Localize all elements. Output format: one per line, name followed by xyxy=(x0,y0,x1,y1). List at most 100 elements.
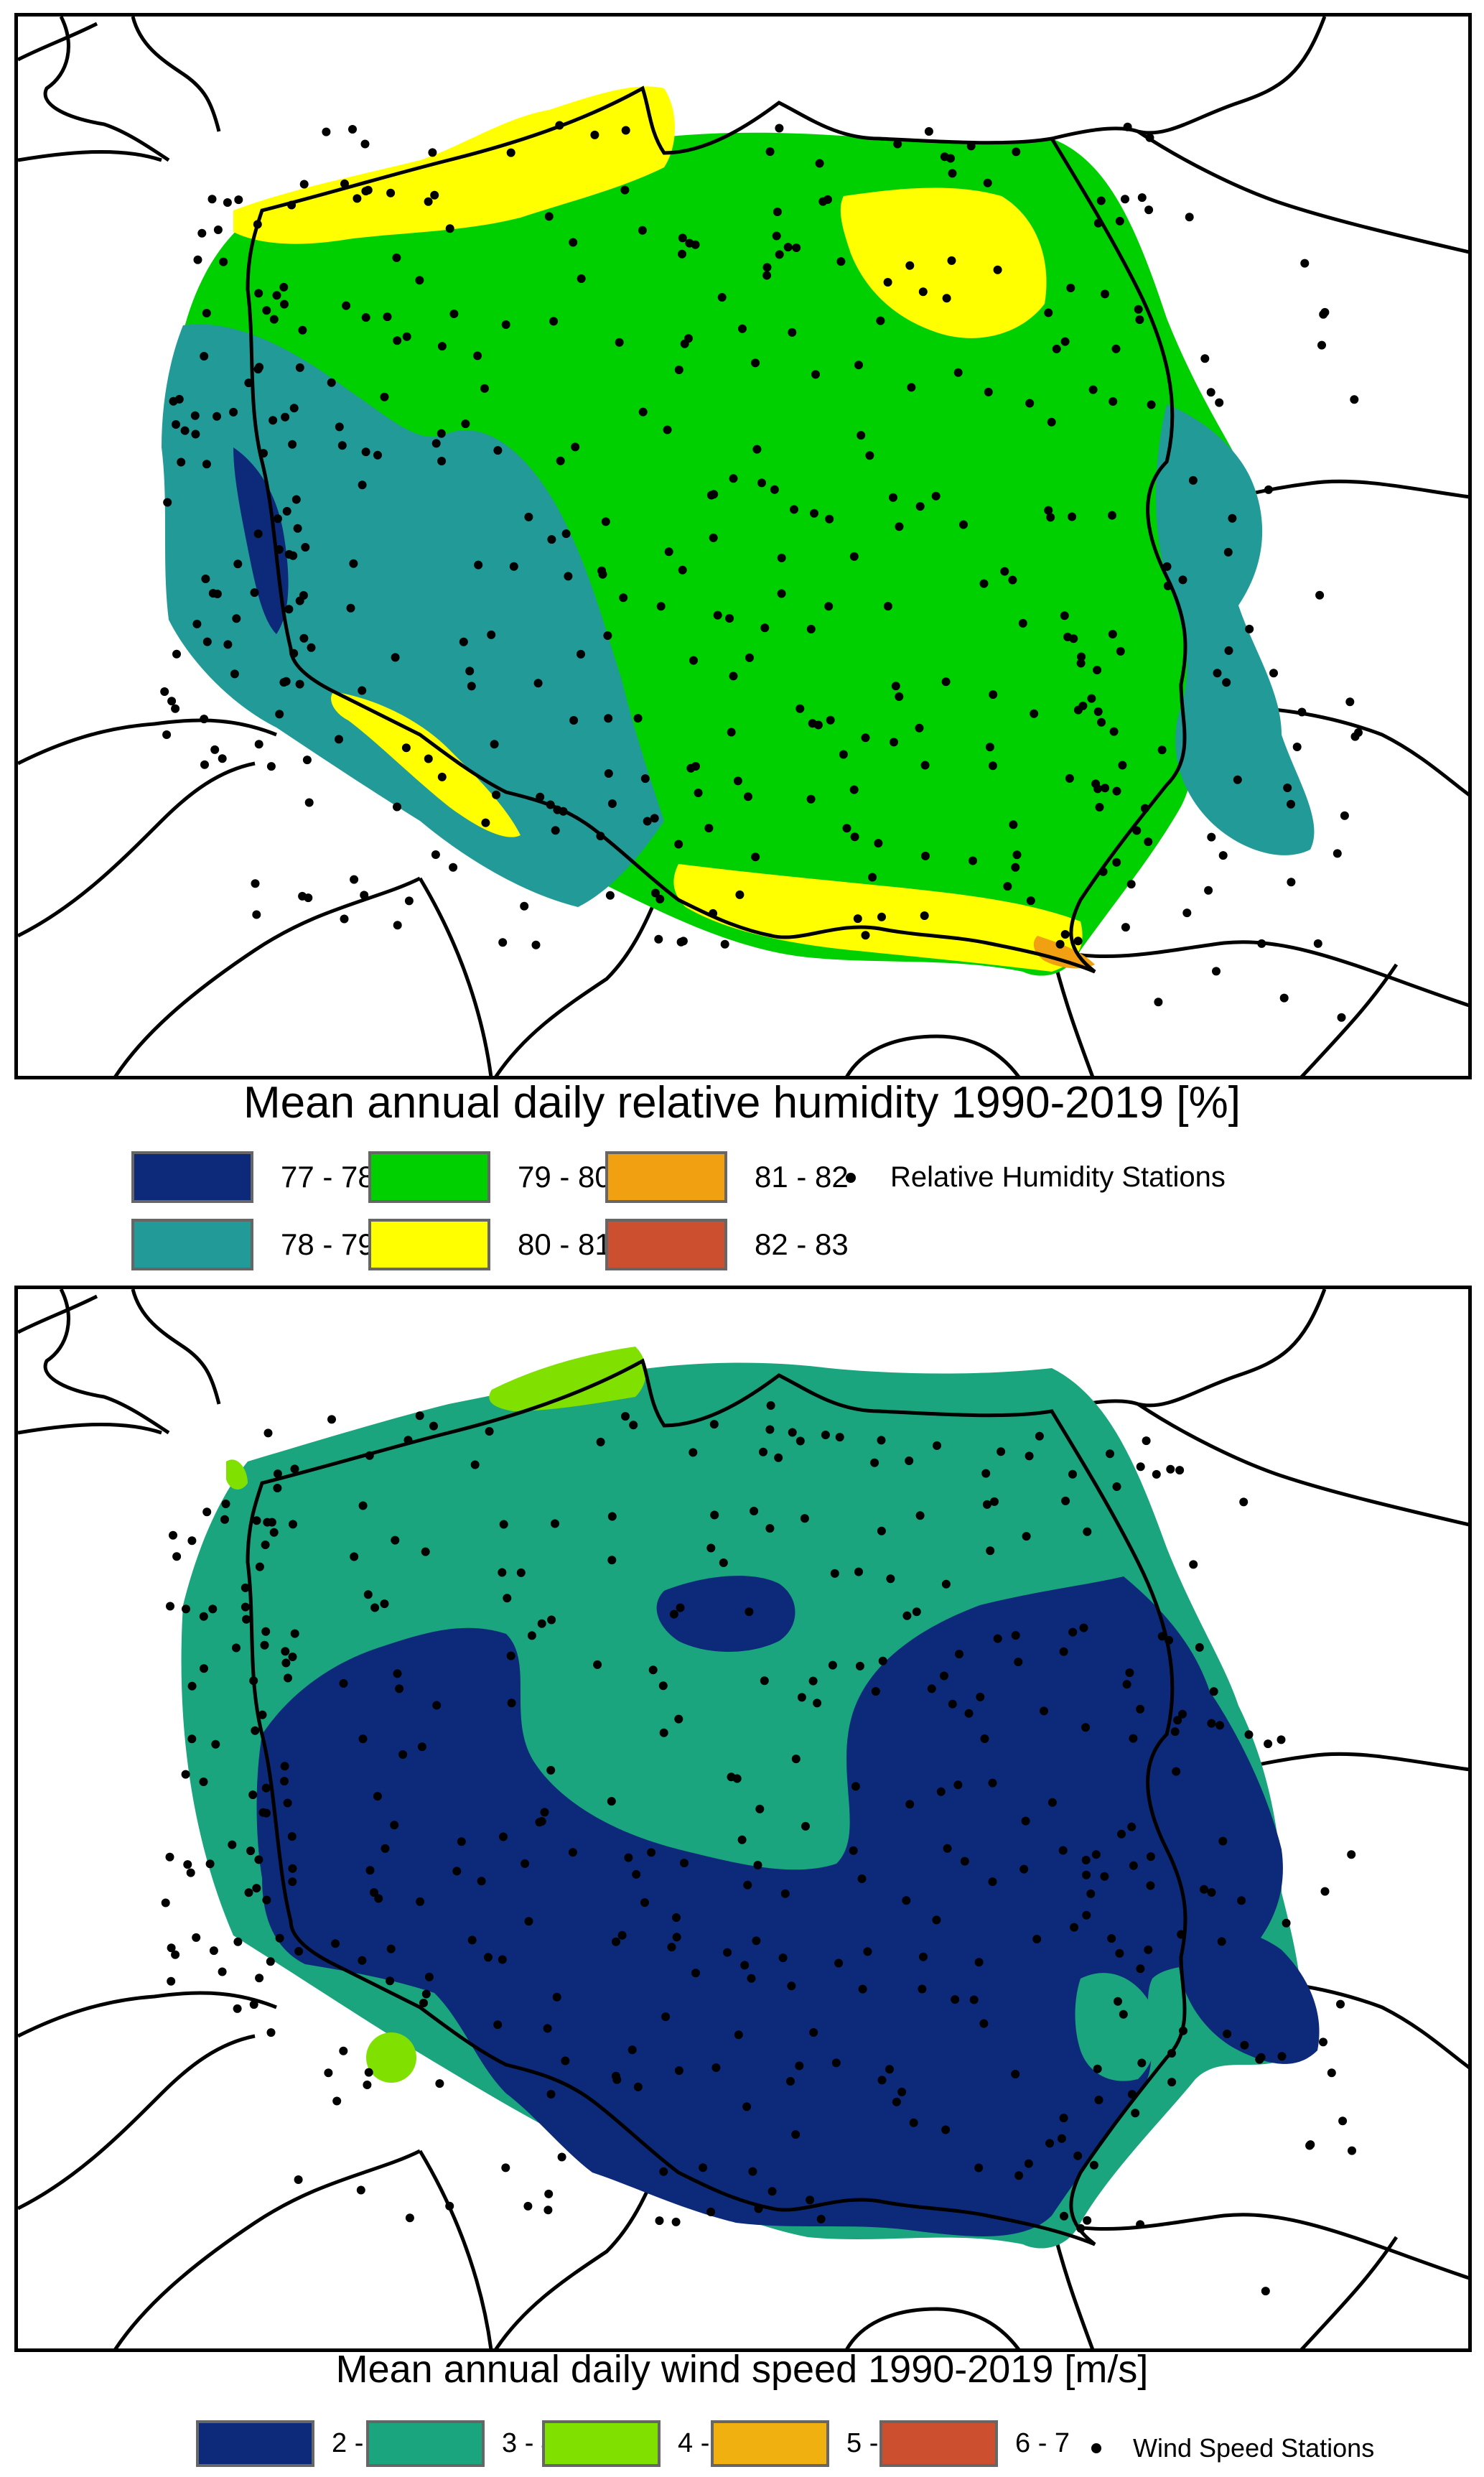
station-marker xyxy=(177,457,186,467)
legend-label: 82 - 83 xyxy=(755,1227,849,1261)
station-marker xyxy=(907,383,916,392)
station-marker xyxy=(890,738,898,747)
station-marker xyxy=(1044,506,1053,515)
station-marker xyxy=(1093,784,1102,794)
station-marker xyxy=(1222,678,1231,687)
station-marker xyxy=(358,1734,368,1744)
station-marker xyxy=(661,2012,671,2022)
station-marker xyxy=(1215,1721,1225,1730)
station-marker xyxy=(886,1574,895,1584)
station-marker xyxy=(1354,728,1363,737)
station-marker xyxy=(762,271,772,280)
station-marker xyxy=(691,762,700,771)
station-marker xyxy=(596,1437,605,1446)
station-marker xyxy=(395,1684,404,1693)
station-marker xyxy=(918,1984,927,1994)
station-marker xyxy=(1089,2160,1098,2170)
station-marker xyxy=(1076,2223,1086,2233)
wind-map-title: Mean annual daily wind speed 1990-2019 [… xyxy=(335,2348,1149,2391)
station-marker xyxy=(877,1526,886,1535)
station-marker xyxy=(1083,1527,1092,1536)
station-marker xyxy=(269,315,279,324)
station-marker xyxy=(1108,630,1117,638)
station-marker xyxy=(1206,388,1215,397)
station-marker xyxy=(470,1460,480,1469)
station-marker xyxy=(498,1568,507,1577)
station-marker xyxy=(680,339,689,348)
station-marker xyxy=(207,195,217,204)
station-marker xyxy=(795,1436,805,1446)
station-marker xyxy=(993,265,1002,274)
station-marker xyxy=(735,890,745,899)
station-marker xyxy=(1040,1706,1048,1716)
station-marker xyxy=(933,1441,941,1450)
station-marker xyxy=(294,2175,303,2184)
station-marker xyxy=(249,2000,258,2009)
station-marker xyxy=(186,1868,195,1877)
station-marker xyxy=(1129,1861,1138,1870)
station-marker xyxy=(1162,562,1172,571)
station-marker xyxy=(1218,1836,1228,1846)
station-marker xyxy=(474,560,483,570)
station-marker xyxy=(1068,1469,1077,1479)
station-marker xyxy=(615,338,624,347)
station-marker xyxy=(1025,399,1035,408)
station-marker xyxy=(969,856,977,865)
station-marker xyxy=(282,506,291,516)
station-marker xyxy=(1008,575,1017,585)
station-marker xyxy=(1096,196,1106,205)
station-marker xyxy=(849,552,859,561)
station-marker xyxy=(1127,2090,1137,2099)
station-marker xyxy=(800,1514,809,1523)
station-marker xyxy=(1217,1937,1226,1946)
station-marker xyxy=(233,559,243,569)
station-marker xyxy=(633,2082,643,2091)
station-marker xyxy=(915,502,925,511)
station-marker xyxy=(358,1956,367,1965)
station-marker xyxy=(740,1961,750,1970)
station-marker xyxy=(1086,1889,1096,1898)
station-marker xyxy=(895,692,904,701)
station-marker xyxy=(246,1846,256,1856)
station-marker xyxy=(607,799,617,808)
station-marker xyxy=(1088,385,1098,394)
station-marker xyxy=(253,220,262,229)
station-marker xyxy=(1223,2030,1232,2038)
station-marker xyxy=(1154,998,1163,1007)
legend-swatch xyxy=(605,1151,727,1203)
legend-item-77-78: 77 - 78 xyxy=(131,1151,375,1203)
station-marker xyxy=(1319,2037,1327,2047)
station-marker xyxy=(577,274,586,283)
station-marker xyxy=(248,1790,258,1800)
station-marker xyxy=(773,208,782,216)
station-marker xyxy=(672,1913,681,1922)
station-marker xyxy=(725,614,734,623)
legend-swatch xyxy=(711,2420,829,2467)
legend-item-stations: Relative Humidity Stations xyxy=(846,1161,1226,1194)
station-marker xyxy=(825,514,834,524)
station-marker xyxy=(1131,2109,1140,2118)
station-marker xyxy=(751,852,760,862)
station-marker xyxy=(1166,1464,1175,1474)
humidity-field xyxy=(162,86,1315,976)
station-marker xyxy=(1000,567,1009,576)
station-marker xyxy=(349,559,358,568)
poland-border xyxy=(246,85,1187,974)
station-marker xyxy=(1224,646,1233,655)
station-marker xyxy=(713,610,722,620)
station-marker xyxy=(678,233,687,243)
station-marker xyxy=(501,2163,510,2172)
station-marker xyxy=(941,677,951,687)
station-marker xyxy=(1269,669,1278,678)
station-marker xyxy=(356,2185,365,2195)
station-marker xyxy=(986,1546,995,1556)
station-marker xyxy=(651,888,660,898)
station-marker xyxy=(1093,707,1103,716)
station-marker xyxy=(765,1524,775,1533)
station-marker xyxy=(490,740,499,749)
station-marker xyxy=(322,127,331,136)
station-marker xyxy=(777,553,786,562)
station-marker xyxy=(183,1860,192,1869)
station-marker xyxy=(404,896,414,906)
station-marker xyxy=(775,250,784,259)
